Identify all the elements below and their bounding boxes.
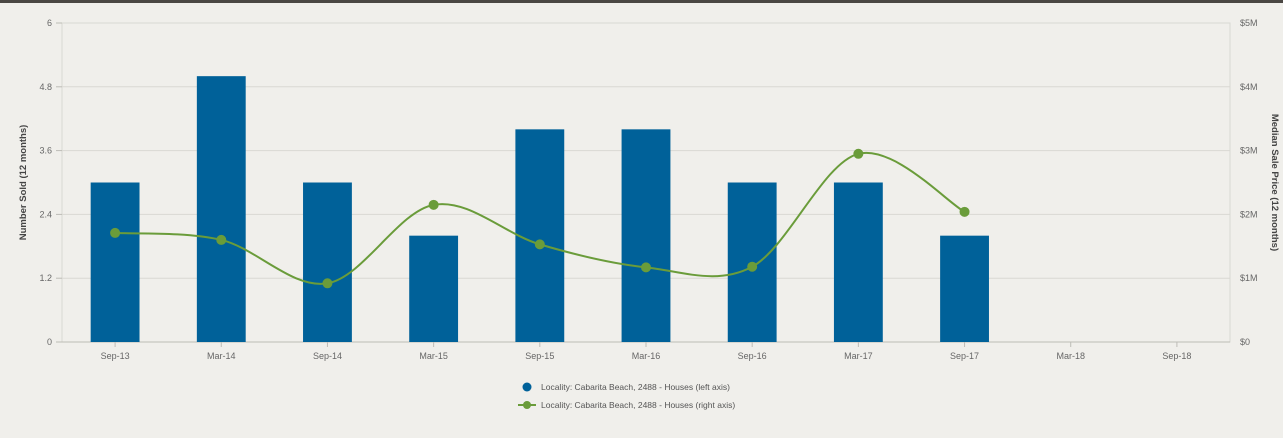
line-series xyxy=(110,148,970,289)
bar[interactable] xyxy=(621,129,671,342)
x-tick-label: Mar-16 xyxy=(632,351,661,361)
y2-axis-title: Median Sale Price (12 months) xyxy=(1269,114,1280,251)
y2-tick-label: $4M xyxy=(1240,82,1258,92)
bar-series xyxy=(90,76,989,343)
bar[interactable] xyxy=(940,235,989,342)
x-tick-label: Mar-15 xyxy=(419,351,448,361)
line-point[interactable] xyxy=(110,227,121,238)
legend-marker-bar[interactable] xyxy=(522,382,532,392)
y-tick-label: 2.4 xyxy=(39,209,52,219)
legend[interactable]: Locality: Cabarita Beach, 2488 - Houses … xyxy=(518,382,735,410)
legend-label-line[interactable]: Locality: Cabarita Beach, 2488 - Houses … xyxy=(541,400,735,410)
y-tick-label: 1.2 xyxy=(39,273,52,283)
bar[interactable] xyxy=(833,182,883,343)
x-tick-label: Sep-14 xyxy=(313,351,342,361)
y2-tick-label: $2M xyxy=(1240,209,1258,219)
x-tick-label: Sep-17 xyxy=(950,351,979,361)
x-tick-label: Mar-17 xyxy=(844,351,873,361)
y-tick-label: 6 xyxy=(47,18,52,28)
x-tick-label: Mar-14 xyxy=(207,351,236,361)
line-point[interactable] xyxy=(641,262,651,273)
x-tick-label: Sep-16 xyxy=(738,351,767,361)
bar[interactable] xyxy=(303,182,352,343)
legend-marker-line[interactable] xyxy=(523,401,531,409)
y2-tick-label: $1M xyxy=(1240,273,1258,283)
y2-tick-label: $0 xyxy=(1240,337,1250,347)
bar[interactable] xyxy=(515,129,565,342)
line-point[interactable] xyxy=(959,206,970,217)
y-tick-label: 4.8 xyxy=(39,82,52,92)
x-tick-label: Mar-18 xyxy=(1056,351,1085,361)
y-tick-label: 0 xyxy=(47,337,52,347)
bar[interactable] xyxy=(196,76,246,343)
y-axis-title: Number Sold (12 months) xyxy=(18,125,29,241)
line-point[interactable] xyxy=(322,278,333,289)
line-point[interactable] xyxy=(853,148,864,159)
x-tick-label: Sep-13 xyxy=(101,351,130,361)
line-point[interactable] xyxy=(216,234,227,245)
x-tick-label: Sep-18 xyxy=(1162,351,1191,361)
line-point[interactable] xyxy=(534,239,545,250)
legend-label-bar[interactable]: Locality: Cabarita Beach, 2488 - Houses … xyxy=(541,382,730,392)
line-point[interactable] xyxy=(747,261,758,272)
bar[interactable] xyxy=(409,235,459,342)
line-point[interactable] xyxy=(428,199,439,210)
top-border xyxy=(0,0,1283,3)
axes: 0 1.2 2.4 3.6 4.8 6 $0 $1M $2M $3M $4M $5M Sep-13 Mar… xyxy=(18,18,1280,361)
bar[interactable] xyxy=(90,182,140,343)
y2-tick-label: $3M xyxy=(1240,146,1258,156)
x-tick-label: Sep-15 xyxy=(525,351,554,361)
y-tick-label: 3.6 xyxy=(39,146,52,156)
y2-tick-label: $5M xyxy=(1240,18,1258,28)
